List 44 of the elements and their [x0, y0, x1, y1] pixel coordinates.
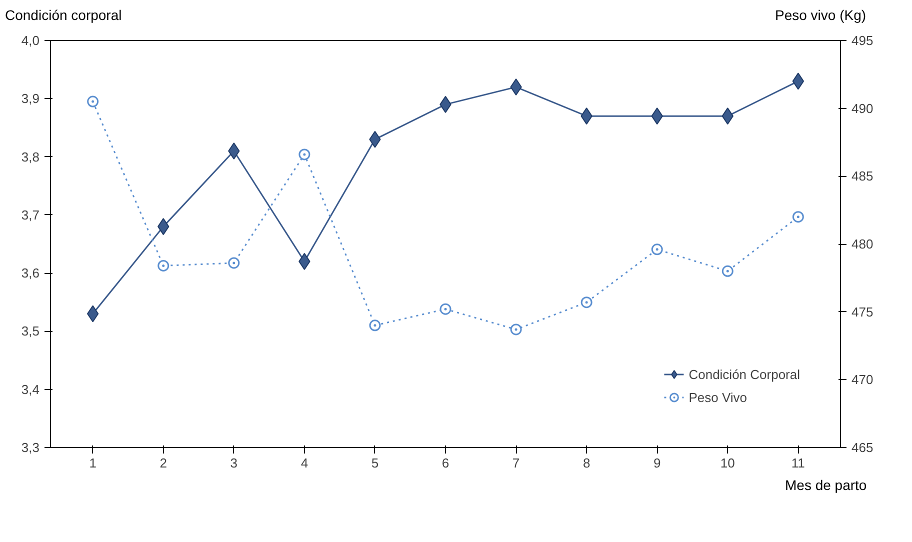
point [722, 265, 734, 277]
point [228, 257, 240, 269]
legend-label: Peso Vivo [688, 390, 748, 404]
point [792, 211, 804, 223]
point [580, 296, 592, 308]
y2-tick-label: 485 [852, 168, 874, 184]
x-tick-label: 2 [160, 456, 167, 470]
y-tick-label: 3,5 [21, 324, 40, 339]
x-tick-label: 10 [720, 456, 735, 470]
y-tick-label: 3,6 [21, 266, 40, 281]
y-tick-label: 3,7 [21, 207, 40, 222]
y-tick-label: 3,4 [21, 382, 40, 397]
x-tick-label: 1 [89, 456, 96, 470]
x-tick-label: 8 [582, 456, 590, 470]
y2-tick-label: 495 [852, 33, 874, 48]
x-tick-label: 4 [300, 456, 308, 470]
x-tick-label: 7 [512, 456, 520, 470]
x-axis-title: Mes de parto [785, 476, 867, 495]
x-tick-label: 11 [791, 456, 805, 470]
point [792, 72, 804, 90]
y2-tick-label: 465 [852, 440, 874, 455]
point [87, 96, 99, 108]
point [369, 320, 381, 332]
y-axis-title: Condición corporal [5, 6, 122, 25]
y2-tick-label: 470 [852, 372, 874, 388]
point [158, 260, 170, 272]
y2-axis-title: Peso vivo (Kg) [775, 6, 866, 25]
x-tick-label: 5 [371, 456, 379, 470]
point [298, 148, 310, 160]
y2-tick-label: 480 [852, 236, 874, 252]
x-tick-label: 9 [653, 456, 661, 470]
legend-label: Condición Corporal [688, 366, 800, 382]
point [440, 303, 452, 315]
y-tick-label: 4,0 [21, 33, 40, 48]
point [510, 324, 522, 336]
y-tick-label: 3,3 [21, 440, 40, 455]
y2-tick-label: 475 [852, 304, 874, 320]
x-tick-label: 3 [230, 456, 238, 470]
point [86, 305, 99, 322]
y2-tick-label: 490 [852, 100, 874, 116]
point [651, 244, 663, 256]
x-tick-label: 6 [442, 456, 450, 470]
y-tick-label: 3,8 [21, 149, 40, 164]
y-tick-label: 3,9 [21, 91, 40, 106]
